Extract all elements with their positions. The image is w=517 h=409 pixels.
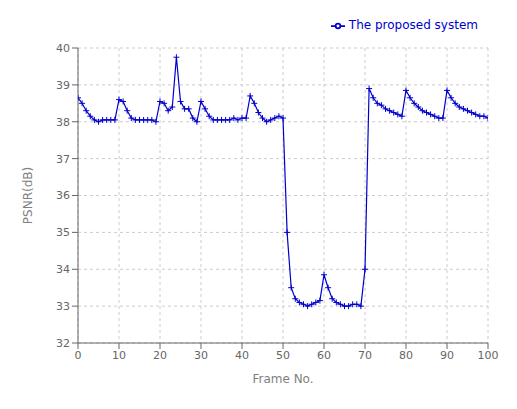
svg-text:PSNR(dB): PSNR(dB) (21, 167, 35, 224)
svg-text:0: 0 (75, 349, 82, 362)
svg-text:20: 20 (153, 349, 167, 362)
svg-text:36: 36 (56, 189, 70, 202)
svg-text:60: 60 (317, 349, 331, 362)
svg-text:40: 40 (56, 42, 70, 55)
svg-text:70: 70 (358, 349, 372, 362)
svg-text:Frame No.: Frame No. (252, 372, 313, 386)
svg-text:35: 35 (56, 226, 70, 239)
svg-text:50: 50 (276, 349, 290, 362)
svg-text:34: 34 (56, 263, 70, 276)
svg-text:10: 10 (112, 349, 126, 362)
svg-text:39: 39 (56, 79, 70, 92)
svg-text:80: 80 (399, 349, 413, 362)
svg-text:33: 33 (56, 300, 70, 313)
svg-text:30: 30 (194, 349, 208, 362)
svg-text:37: 37 (56, 153, 70, 166)
svg-text:32: 32 (56, 337, 70, 350)
svg-text:38: 38 (56, 116, 70, 129)
svg-text:100: 100 (478, 349, 499, 362)
svg-text:40: 40 (235, 349, 249, 362)
html-text:The proposed system: The proposed system (348, 18, 478, 32)
svg-text:90: 90 (440, 349, 454, 362)
